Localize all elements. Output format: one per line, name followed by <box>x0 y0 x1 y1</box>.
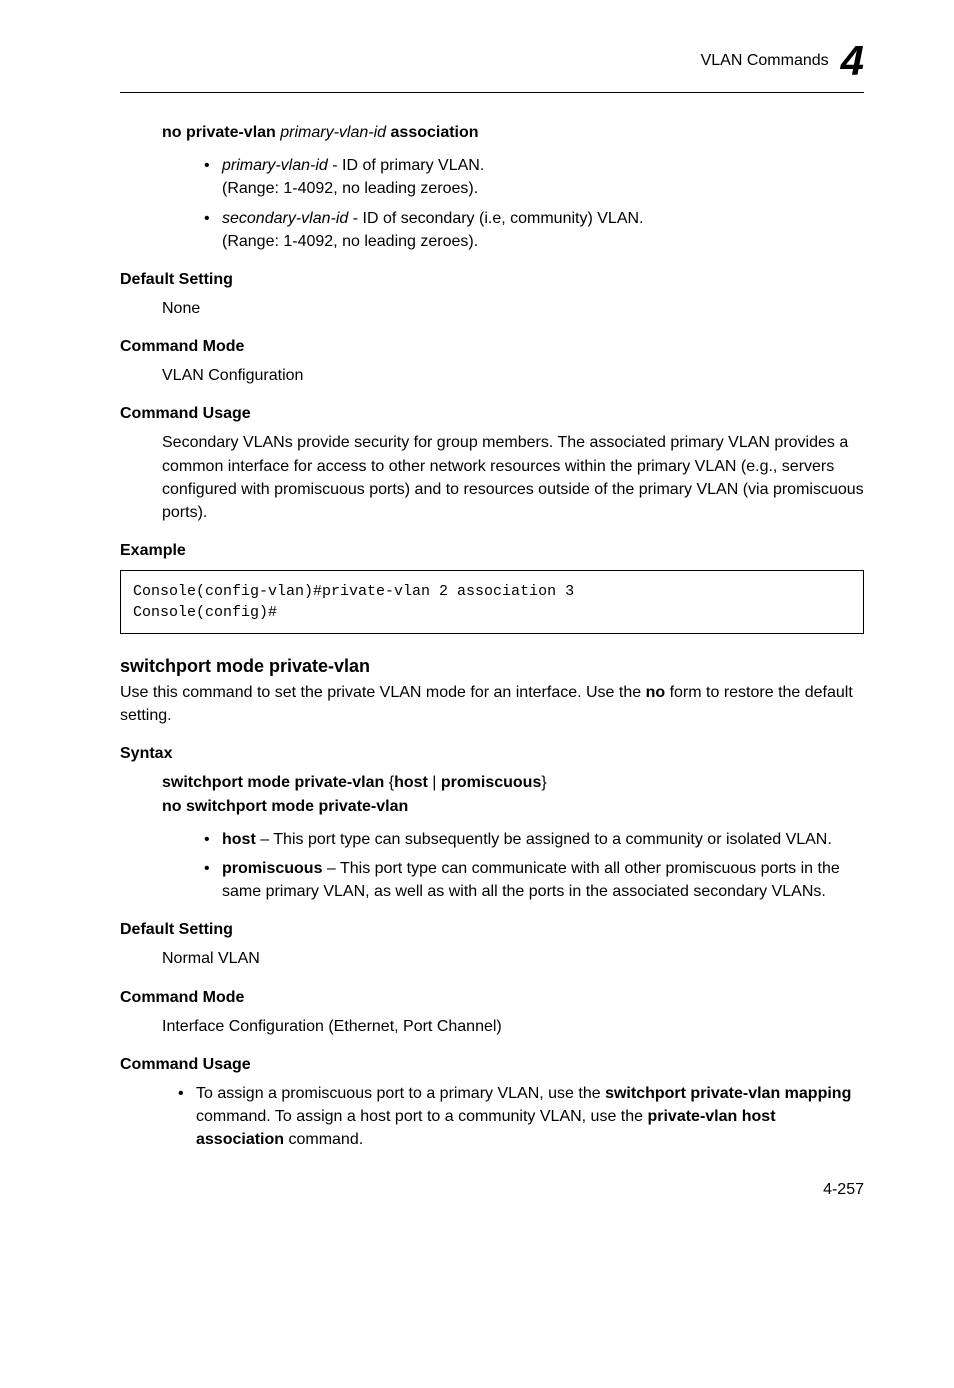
param-range: (Range: 1-4092, no leading zeroes). <box>222 180 478 197</box>
command-mode-head: Command Mode <box>120 989 864 1007</box>
command-usage-text: Secondary VLANs provide security for gro… <box>162 431 864 524</box>
syntax-line2: no switchport mode private-vlan <box>162 798 408 815</box>
param-item: secondary-vlan-id - ID of secondary (i.e… <box>204 207 864 253</box>
param-desc: - ID of secondary (i.e, community) VLAN. <box>348 210 643 227</box>
param-item: primary-vlan-id - ID of primary VLAN. (R… <box>204 154 864 200</box>
param-name: host <box>222 831 256 848</box>
chapter-number-icon: 4 <box>841 40 864 82</box>
param-name: primary-vlan-id <box>222 157 328 174</box>
page-number: 4-257 <box>120 1181 864 1199</box>
syntax-param: primary-vlan-id <box>280 124 386 141</box>
param-item: host – This port type can subsequently b… <box>204 828 864 851</box>
header-title: VLAN Commands <box>701 52 829 70</box>
intro-bold: no <box>646 684 666 701</box>
command-mode-value: VLAN Configuration <box>162 364 864 387</box>
syntax-keyword: no private-vlan <box>162 124 276 141</box>
syntax-head: Syntax <box>120 745 864 763</box>
syntax-kw: switchport mode private-vlan <box>162 774 384 791</box>
param-range: (Range: 1-4092, no leading zeroes). <box>222 233 478 250</box>
syntax-opt1: host <box>394 774 428 791</box>
cmd2-param-list: host – This port type can subsequently b… <box>120 828 864 904</box>
command-usage-head: Command Usage <box>120 405 864 423</box>
cmd1-syntax: no private-vlan primary-vlan-id associat… <box>162 121 864 144</box>
syntax-opt2: promiscuous <box>441 774 541 791</box>
cmd2-intro: Use this command to set the private VLAN… <box>120 681 864 727</box>
command-mode-value: Interface Configuration (Ethernet, Port … <box>162 1015 864 1038</box>
example-head: Example <box>120 542 864 560</box>
usage-bold1: switchport private-vlan mapping <box>605 1085 851 1102</box>
header-rule <box>120 92 864 93</box>
cmd2-usage-list: To assign a promiscuous port to a primar… <box>120 1082 864 1152</box>
cmd2-heading: switchport mode private-vlan <box>120 656 864 677</box>
usage-item: To assign a promiscuous port to a primar… <box>178 1082 864 1152</box>
syntax-keyword-suffix: association <box>391 124 479 141</box>
command-mode-head: Command Mode <box>120 338 864 356</box>
param-desc: – This port type can subsequently be ass… <box>256 831 832 848</box>
example-code: Console(config-vlan)#private-vlan 2 asso… <box>120 570 864 634</box>
default-setting-value: None <box>162 297 864 320</box>
command-usage-head: Command Usage <box>120 1056 864 1074</box>
usage-post: command. <box>284 1131 363 1148</box>
param-desc: - ID of primary VLAN. <box>328 157 484 174</box>
usage-pre: To assign a promiscuous port to a primar… <box>196 1085 605 1102</box>
param-name: secondary-vlan-id <box>222 210 348 227</box>
default-setting-head: Default Setting <box>120 921 864 939</box>
syntax-pipe: | <box>428 774 441 791</box>
usage-mid: command. To assign a host port to a comm… <box>196 1108 647 1125</box>
intro-pre: Use this command to set the private VLAN… <box>120 684 646 701</box>
cmd1-param-list: primary-vlan-id - ID of primary VLAN. (R… <box>120 154 864 253</box>
cmd2-syntax-line1: switchport mode private-vlan {host | pro… <box>162 771 864 817</box>
syntax-brace-close: } <box>541 774 546 791</box>
param-name: promiscuous <box>222 860 322 877</box>
param-item: promiscuous – This port type can communi… <box>204 857 864 903</box>
default-setting-value: Normal VLAN <box>162 947 864 970</box>
default-setting-head: Default Setting <box>120 271 864 289</box>
